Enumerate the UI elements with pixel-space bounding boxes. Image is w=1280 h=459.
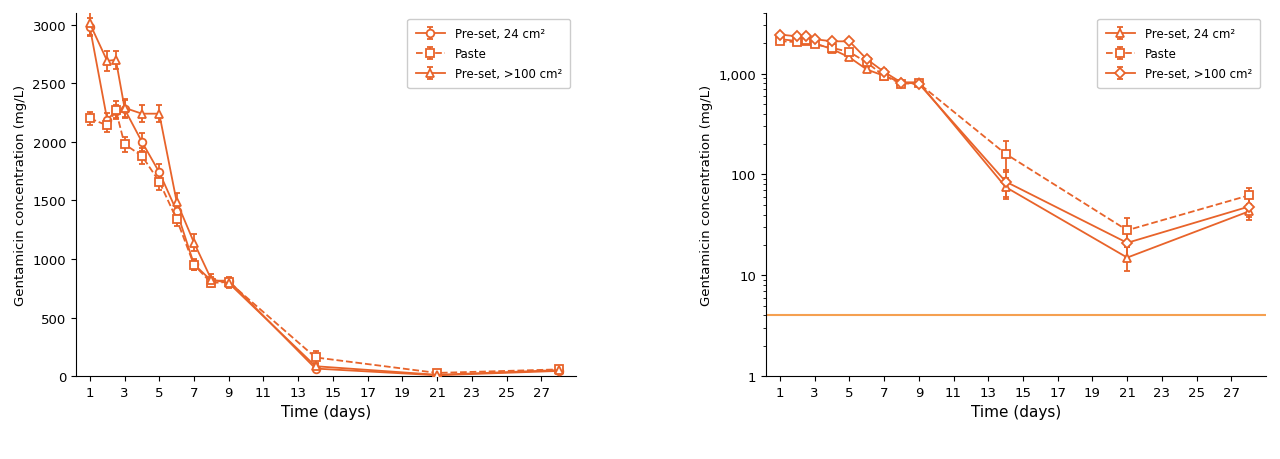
Y-axis label: Gentamicin concentration (mg/L): Gentamicin concentration (mg/L) <box>14 85 27 305</box>
Y-axis label: Gentamicin concentration (mg/L): Gentamicin concentration (mg/L) <box>700 85 713 305</box>
X-axis label: Time (days): Time (days) <box>972 404 1061 420</box>
X-axis label: Time (days): Time (days) <box>280 404 371 420</box>
Legend: Pre-set, 24 cm², Paste, Pre-set, >100 cm²: Pre-set, 24 cm², Paste, Pre-set, >100 cm… <box>407 20 570 90</box>
Legend: Pre-set, 24 cm², Paste, Pre-set, >100 cm²: Pre-set, 24 cm², Paste, Pre-set, >100 cm… <box>1097 20 1261 90</box>
